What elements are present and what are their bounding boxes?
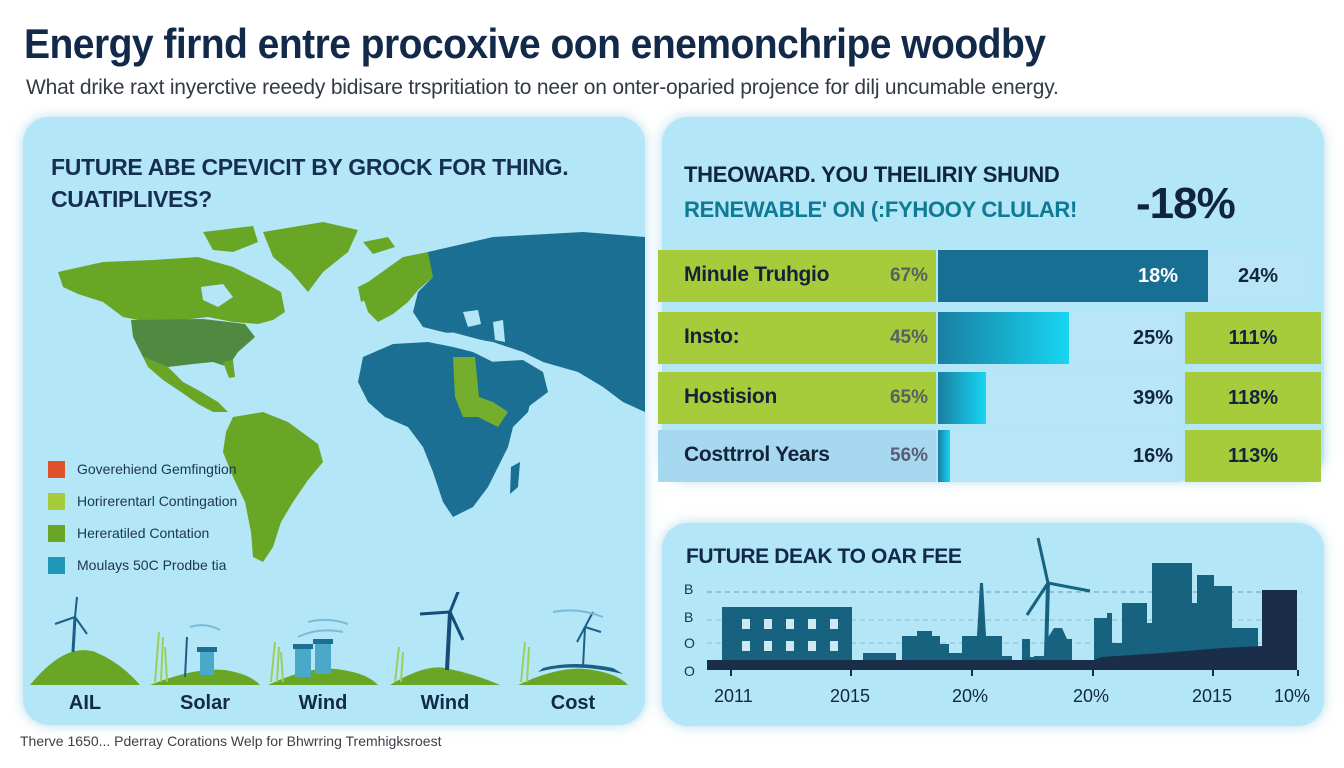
- skyline-chart: [707, 537, 1302, 676]
- row-third-cell: 111%: [1185, 312, 1321, 364]
- row-bar-fill: [938, 372, 986, 424]
- row-bar-fill: [938, 430, 950, 482]
- legend-item: Moulays 50C Prodbe tia: [48, 549, 237, 581]
- row-label-cell: Costtrrol Years 56%: [658, 430, 936, 482]
- icon-label: Wind: [420, 692, 470, 714]
- legend-label: Goverehiend Gemfingtion: [77, 461, 237, 477]
- energy-icons-row: AIL Solar Win: [23, 592, 645, 725]
- legend-item: Horirerentarl Contingation: [48, 485, 237, 517]
- y-tick: B: [684, 609, 694, 625]
- row-label: Hostision: [684, 385, 777, 408]
- map-legend: Goverehiend Gemfingtion Horirerentarl Co…: [48, 453, 237, 581]
- y-tick: O: [684, 663, 695, 679]
- row-bar-track: 16%: [938, 430, 1181, 482]
- page-subtitle: What drike raxt inyerctive reeedy bidisa…: [26, 76, 1059, 99]
- row-pct-third: 111%: [1228, 327, 1278, 349]
- icon-cell-ail: AIL: [25, 592, 145, 725]
- row-label: Minule Truhgio: [684, 263, 830, 286]
- x-tick: 2015: [1192, 686, 1233, 706]
- table-row: Costtrrol Years 56% 16% 113%: [648, 430, 1328, 482]
- skyline-chart-panel: FUTURE DEAK TO OAR FEE B B O O 2011 2015…: [662, 523, 1324, 726]
- solar-plant-icon: [150, 624, 260, 685]
- icon-cell-wind-1: Wind: [263, 592, 383, 725]
- legend-swatch-lime: [48, 492, 65, 510]
- y-tick: O: [684, 635, 695, 651]
- legend-item: Hereratiled Contation: [48, 517, 237, 549]
- world-map: [58, 222, 645, 562]
- row-pct-primary: 67%: [889, 265, 928, 286]
- legend-swatch-green: [48, 524, 65, 542]
- x-tick: 10%: [1274, 686, 1311, 706]
- tall-wind-turbine-icon: [390, 592, 500, 685]
- row-pct-third: 113%: [1227, 445, 1279, 467]
- icon-label: AIL: [68, 692, 102, 714]
- row-pct-secondary: 18%: [1137, 265, 1178, 287]
- icon-cell-solar: Solar: [145, 592, 265, 725]
- row-pct-secondary: 39%: [1132, 387, 1173, 409]
- row-pct-secondary: 25%: [1132, 327, 1173, 349]
- table-row: Insto: 45% 25% 111%: [648, 312, 1328, 364]
- icon-label: Wind: [298, 692, 348, 714]
- row-bar-track: 39%: [938, 372, 1181, 424]
- row-bar-track: 18%: [938, 250, 1208, 302]
- row-label: Insto:: [684, 325, 740, 348]
- row-label: Costtrrol Years: [684, 443, 830, 466]
- legend-label: Hereratiled Contation: [77, 525, 210, 541]
- map-heading-line2: CUATIPLIVES?: [51, 186, 212, 212]
- stats-heading-line1: THEOWARD. YOU THEILIRIY SHUND: [684, 162, 1060, 187]
- map-heading-line1: FUTURE ABE CPEVICIT BY GROCK FOR THING.: [51, 154, 569, 180]
- row-pct-third: 24%: [1237, 265, 1279, 287]
- legend-label: Moulays 50C Prodbe tia: [77, 557, 227, 573]
- row-label-cell: Hostision 65%: [658, 372, 936, 424]
- map-panel: FUTURE ABE CPEVICIT BY GROCK FOR THING. …: [23, 117, 645, 725]
- icon-label: Cost: [550, 692, 596, 714]
- cooling-tower-icon: [268, 618, 378, 685]
- legend-label: Horirerentarl Contingation: [77, 493, 238, 509]
- stats-heading-line2: RENEWABLE' ON (:FYHOOY CLULAR!: [684, 197, 1078, 222]
- row-pct-secondary: 16%: [1132, 445, 1173, 467]
- table-row: Minule Truhgio 67% 18% 24%: [648, 250, 1328, 302]
- row-bar-fill: [938, 312, 1069, 364]
- big-stat-value: -18%: [1136, 179, 1236, 228]
- legend-item: Goverehiend Gemfingtion: [48, 453, 237, 485]
- row-third-cell: 113%: [1185, 430, 1321, 482]
- row-bar-track: 25%: [938, 312, 1181, 364]
- row-pct-primary: 45%: [889, 327, 928, 348]
- row-pct-third: 118%: [1227, 387, 1279, 409]
- legend-swatch-red: [48, 460, 65, 478]
- row-label-cell: Minule Truhgio 67%: [658, 250, 936, 302]
- icon-cell-wind-2: Wind: [385, 592, 505, 725]
- footer-caption: Therve 1650... Pderray Corations Welp fo…: [20, 733, 442, 749]
- row-pct-primary: 65%: [889, 387, 928, 408]
- wind-turbine-hill-icon: [30, 596, 140, 685]
- row-pct-primary: 56%: [889, 445, 928, 466]
- icon-cell-cost: Cost: [513, 592, 633, 725]
- y-tick: B: [684, 581, 694, 597]
- row-third-cell: 24%: [1208, 250, 1308, 302]
- row-bar-fill: [938, 250, 1208, 302]
- x-tick: 20%: [952, 686, 989, 706]
- row-third-cell: 118%: [1185, 372, 1321, 424]
- turbine-cost-icon: [518, 609, 628, 685]
- page-title: Energy firnd entre procoxive oon enemonc…: [24, 20, 1046, 67]
- icon-label: Solar: [179, 692, 231, 714]
- x-tick: 2015: [830, 686, 871, 706]
- x-tick: 20%: [1073, 686, 1110, 706]
- chart-heading: FUTURE DEAK TO OAR FEE: [686, 545, 962, 568]
- row-label-cell: Insto: 45%: [658, 312, 936, 364]
- legend-swatch-teal: [48, 556, 65, 574]
- table-row: Hostision 65% 39% 118%: [648, 372, 1328, 424]
- map-panel-heading: FUTURE ABE CPEVICIT BY GROCK FOR THING. …: [51, 151, 569, 215]
- x-tick: 2011: [714, 686, 753, 706]
